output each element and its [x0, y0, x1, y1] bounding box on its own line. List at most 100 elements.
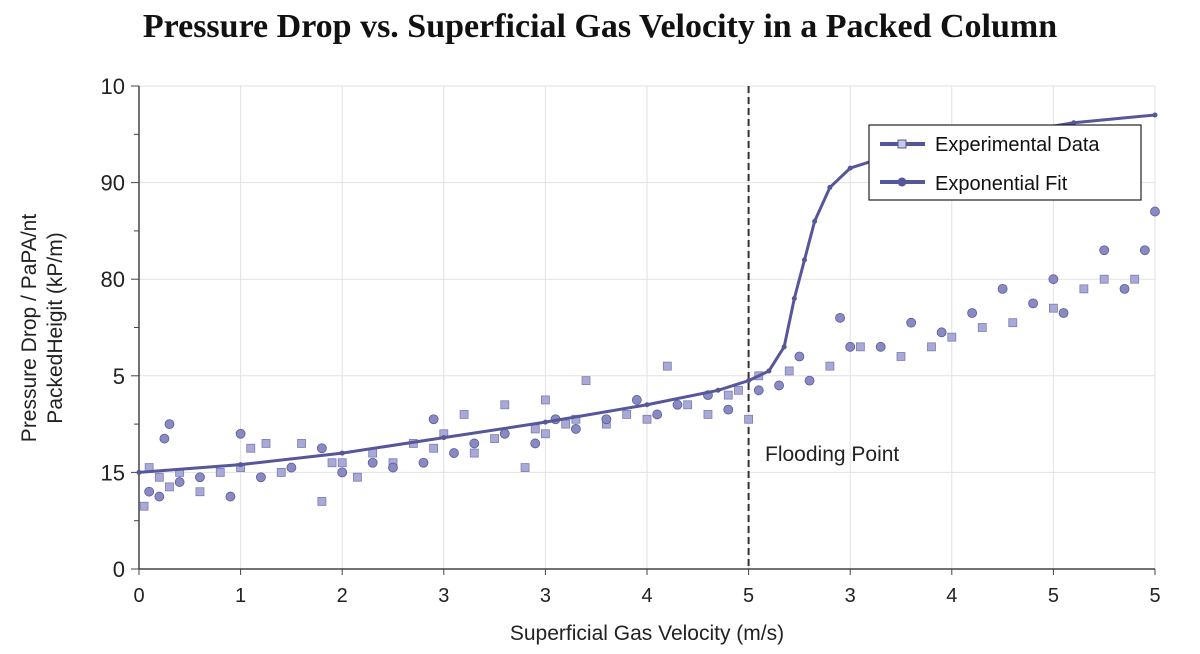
experimental-point	[581, 376, 591, 386]
fit-point	[1028, 298, 1038, 309]
fit-point	[235, 428, 246, 439]
fit-point	[1099, 245, 1110, 256]
fit-point	[159, 433, 170, 444]
fit-curve-point	[746, 378, 752, 384]
y-tick-label: 0	[113, 557, 125, 582]
fit-point	[774, 380, 784, 391]
experimental-point	[622, 410, 632, 419]
experimental-point	[571, 414, 581, 424]
fit-point	[1139, 245, 1150, 256]
experimental-point	[927, 342, 936, 352]
fit-point	[164, 419, 175, 430]
x-tick-label: 4	[641, 585, 652, 607]
legend-experimental: Experimental Data	[935, 134, 1100, 156]
x-tick-label: 3	[540, 585, 551, 607]
fit-curve-point	[136, 469, 142, 475]
x-axis-label: Superficial Gas Velocity (m/s)	[510, 622, 784, 645]
experimental-point	[734, 385, 743, 395]
fit-curve-point	[542, 419, 548, 425]
fit-point	[449, 448, 459, 458]
experimental-point	[784, 366, 794, 376]
fit-curve-point	[715, 387, 721, 393]
experimental-point	[353, 472, 362, 482]
experimental-point	[276, 467, 286, 477]
experimental-point	[246, 443, 256, 453]
fit-point	[631, 395, 642, 405]
experimental-point	[855, 342, 865, 352]
experimental-point	[154, 472, 164, 482]
fit-point	[652, 409, 663, 420]
fit-curve-point	[827, 184, 833, 190]
fit-curve-point	[791, 296, 797, 302]
x-tick-label: 5	[743, 585, 754, 607]
fit-point	[195, 472, 205, 483]
fit-point	[1048, 274, 1059, 285]
fit-curve-point	[1152, 112, 1158, 118]
x-tick-label: 1	[235, 585, 246, 607]
experimental-point	[744, 414, 753, 424]
y-axis-label-line2: PackedHeigit (kP/m)	[44, 232, 67, 423]
experimental-point	[1049, 303, 1058, 313]
fit-curve-point	[1071, 120, 1077, 126]
fit-point	[906, 317, 917, 328]
fit-point	[723, 404, 734, 415]
experimental-point	[825, 361, 835, 371]
fit-curve-point	[847, 165, 853, 171]
experimental-point	[947, 332, 957, 342]
experimental-point	[683, 400, 693, 410]
fit-curve-point	[441, 435, 447, 441]
experimental-point	[165, 482, 174, 492]
experimental-point	[530, 424, 540, 434]
fit-point	[1119, 283, 1130, 294]
experimental-point	[541, 395, 550, 405]
experimental-point	[195, 487, 205, 497]
experimental-point	[520, 463, 530, 472]
fit-point	[530, 438, 541, 449]
fit-point	[672, 399, 683, 410]
legend-square-marker	[897, 139, 907, 149]
fit-curve-point	[812, 218, 818, 224]
experimental-point	[261, 439, 271, 448]
experimental-point	[429, 443, 439, 453]
experimental-point	[459, 410, 469, 419]
experimental-point	[1130, 274, 1140, 284]
y-tick-label: 10	[101, 74, 125, 99]
experimental-point	[662, 361, 672, 371]
experimental-point	[469, 448, 479, 458]
chart-title: Pressure Drop vs. Superficial Gas Veloci…	[142, 8, 1058, 45]
experimental-point	[500, 400, 510, 410]
fit-point	[601, 414, 612, 425]
experimental-point	[1099, 274, 1109, 284]
experimental-point	[642, 414, 652, 424]
fit-curve-point	[801, 257, 807, 263]
fit-point	[1150, 206, 1160, 217]
y-tick-label: 90	[101, 171, 125, 196]
experimental-point	[1079, 284, 1089, 294]
experimental-point	[703, 410, 713, 419]
fit-point	[337, 467, 348, 478]
fit-curve-point	[766, 368, 772, 374]
fit-point	[875, 341, 886, 352]
experimental-point	[977, 323, 987, 332]
fit-point	[286, 462, 297, 473]
fit-point	[845, 341, 856, 352]
fit-point	[753, 385, 764, 396]
fit-point	[418, 457, 429, 468]
y-tick-label: 80	[101, 267, 125, 292]
experimental-point	[561, 419, 571, 429]
legend-circle-marker	[897, 177, 907, 187]
fit-curve-point	[644, 402, 650, 408]
fit-point	[144, 486, 155, 497]
experimental-point	[317, 496, 327, 506]
x-tick-label: 2	[337, 585, 348, 607]
fit-curve-point	[238, 462, 244, 468]
fit-point	[174, 477, 185, 487]
legend: Experimental Data Exponential Fit	[868, 124, 1142, 201]
x-tick-label: 5	[1048, 585, 1059, 607]
fit-point	[1058, 308, 1069, 318]
flooding-point-label: Flooding Point	[765, 443, 899, 466]
x-tick-label: 4	[946, 585, 957, 607]
fit-point	[154, 491, 165, 502]
experimental-point	[215, 467, 225, 477]
